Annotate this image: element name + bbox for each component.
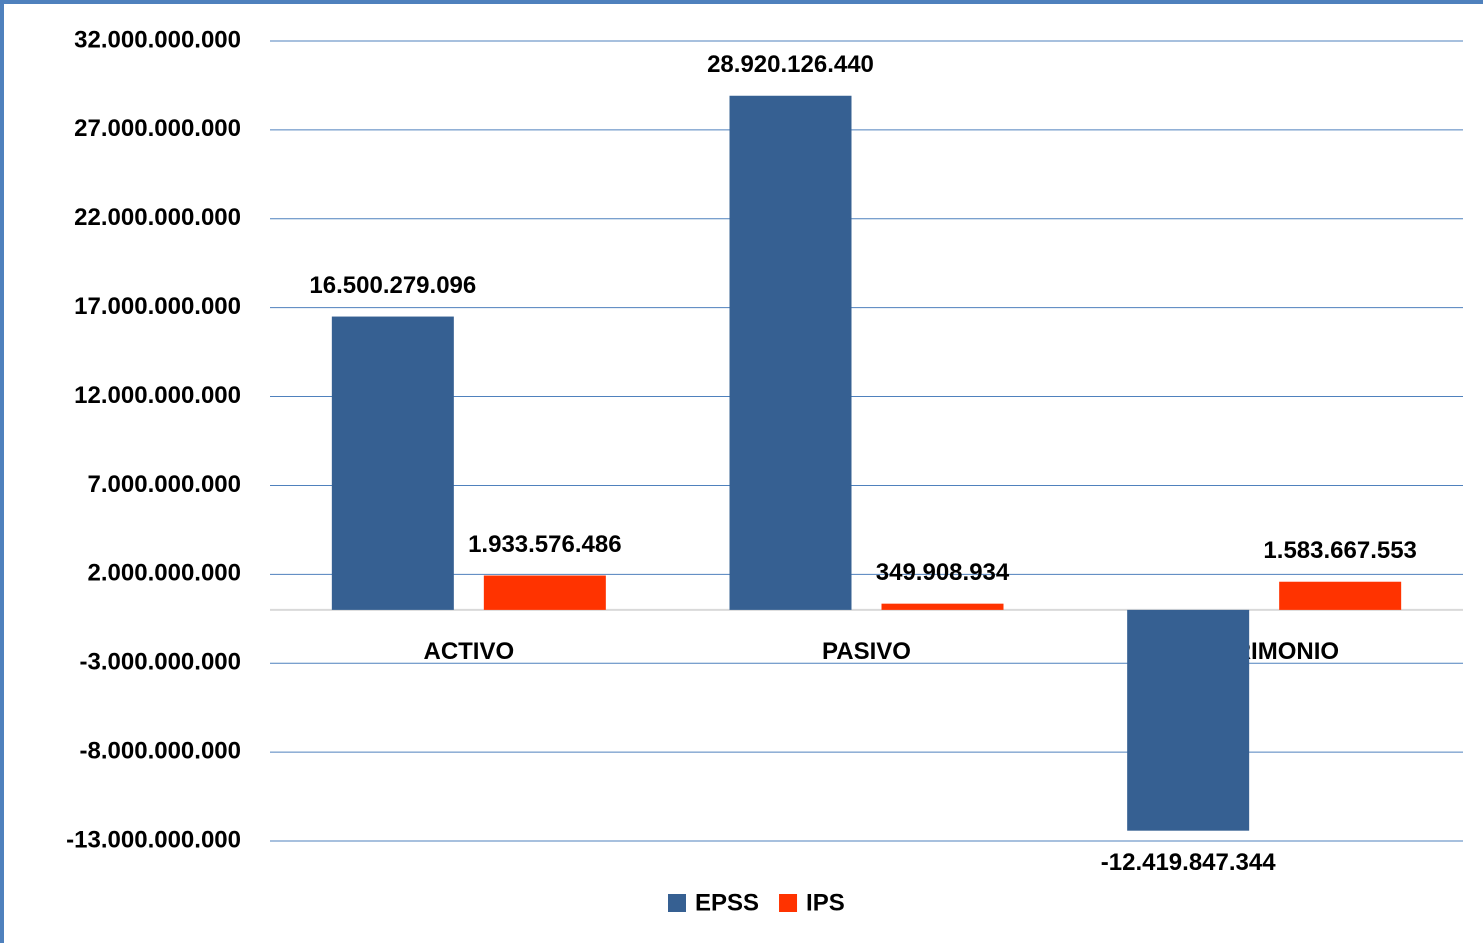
y-tick-label: 27.000.000.000 (74, 115, 241, 142)
y-tick-label: 2.000.000.000 (88, 560, 241, 587)
y-tick-label: 32.000.000.000 (74, 26, 241, 53)
legend-label: EPSS (695, 889, 759, 916)
value-label: -12.419.847.344 (1101, 849, 1276, 876)
x-tick-label: ACTIVO (423, 638, 514, 665)
y-tick-label: -8.000.000.000 (80, 737, 241, 764)
legend-swatch (668, 894, 686, 912)
value-label: 1.933.576.486 (468, 531, 621, 558)
bar (1127, 609, 1250, 831)
y-tick-label: 22.000.000.000 (74, 204, 241, 231)
bar (331, 316, 454, 610)
bar (483, 575, 606, 610)
x-tick-label: PASIVO (822, 638, 911, 665)
bar (881, 603, 1004, 610)
y-tick-label: 7.000.000.000 (88, 471, 241, 498)
y-tick-label: -13.000.000.000 (66, 826, 241, 853)
y-tick-label: 17.000.000.000 (74, 293, 241, 320)
bar (1279, 581, 1402, 610)
value-label: 28.920.126.440 (707, 51, 874, 78)
y-tick-label: 12.000.000.000 (74, 382, 241, 409)
legend-swatch (779, 894, 798, 912)
value-label: 349.908.934 (876, 559, 1010, 586)
y-tick-label: -3.000.000.000 (80, 649, 241, 676)
legend-label: IPS (806, 889, 845, 916)
value-label: 16.500.279.096 (309, 272, 476, 299)
bar (729, 95, 852, 610)
value-label: 1.583.667.553 (1263, 537, 1416, 564)
